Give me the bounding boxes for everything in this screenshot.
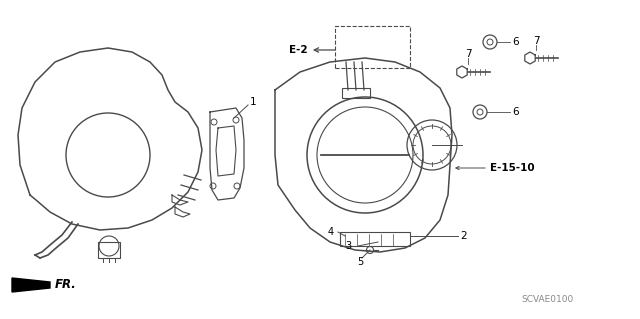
Text: 3: 3 [345,241,351,251]
Text: SCVAE0100: SCVAE0100 [522,295,574,305]
Bar [335,26,410,68]
Text: 2: 2 [460,231,467,241]
Text: 5: 5 [357,257,363,267]
Bar [98,242,120,258]
Polygon shape [12,278,50,292]
Text: E-15-10: E-15-10 [490,163,534,173]
Text: 7: 7 [465,49,471,59]
Text: FR.: FR. [55,278,77,292]
Text: 6: 6 [512,107,518,117]
Bar [340,232,410,246]
Text: 7: 7 [532,36,540,46]
Text: 1: 1 [250,97,257,107]
Text: 4: 4 [328,227,334,237]
Text: 6: 6 [512,37,518,47]
Text: E-2: E-2 [289,45,308,55]
Bar [342,88,370,98]
